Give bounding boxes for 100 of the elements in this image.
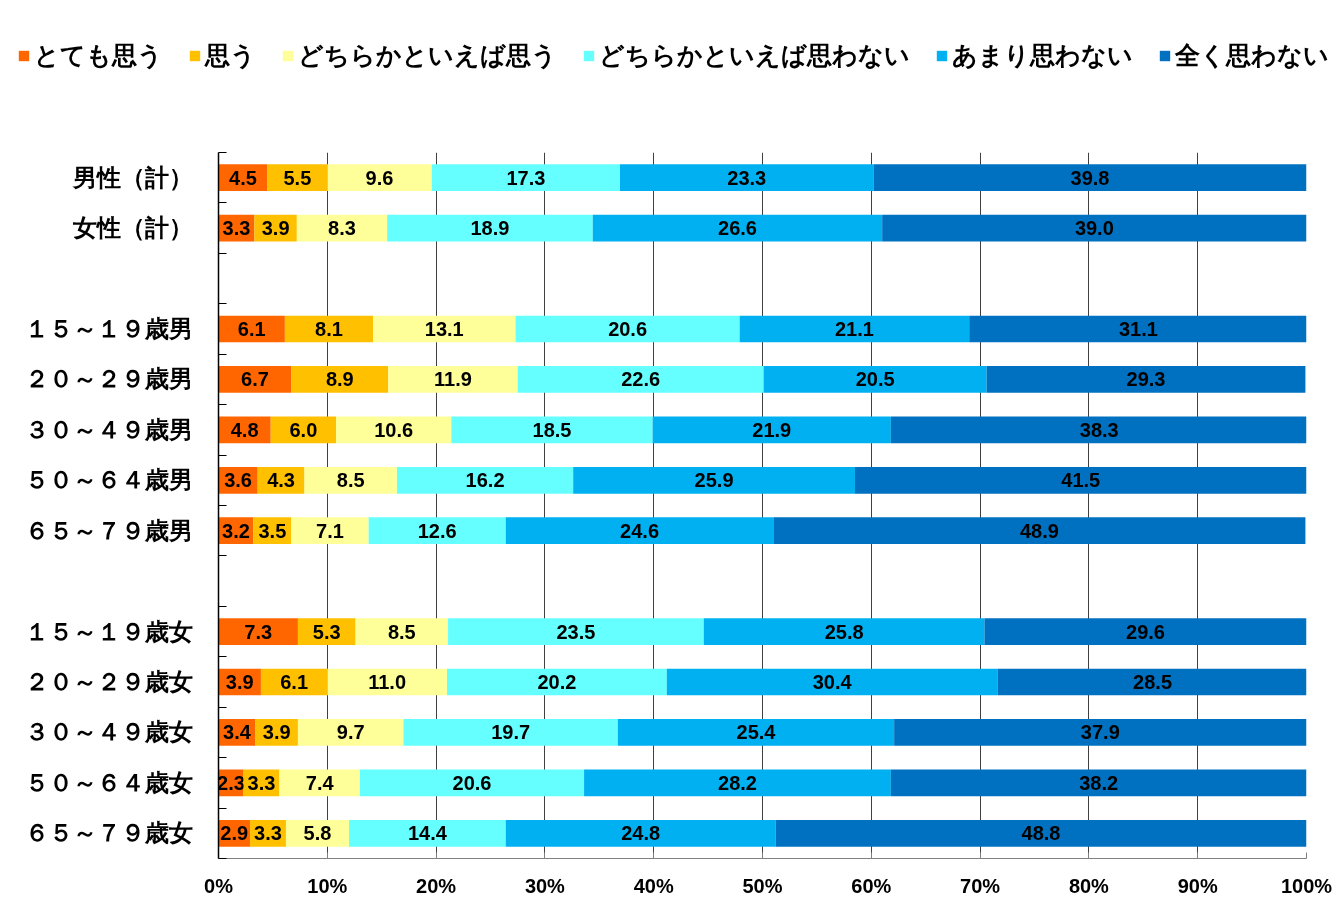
- data-label: 18.5: [532, 418, 572, 441]
- data-label: 39.8: [1070, 166, 1110, 189]
- data-label: 12.6: [417, 519, 457, 542]
- data-label: 23.5: [556, 620, 596, 643]
- data-label: 5.3: [312, 620, 341, 643]
- data-label: 6.1: [280, 671, 309, 693]
- data-label: 8.5: [336, 469, 365, 492]
- data-label: 29.6: [1126, 620, 1165, 643]
- data-label: 2.9: [220, 822, 249, 845]
- bar: [291, 366, 389, 393]
- data-label: 20.6: [608, 318, 648, 340]
- x-tick-label: 40%: [633, 874, 674, 897]
- data-label: 20.6: [452, 771, 492, 794]
- data-label: 4.5: [229, 166, 257, 189]
- x-tick-label: 0%: [204, 874, 234, 897]
- data-label: 39.0: [1074, 217, 1114, 240]
- y-tick-label: ２０～２９歳女: [24, 668, 193, 696]
- bar: [291, 517, 369, 545]
- x-tick-label: 20%: [416, 874, 457, 897]
- data-label: 37.9: [1080, 721, 1120, 744]
- data-label: 25.8: [824, 620, 864, 643]
- data-label: 6.0: [289, 418, 318, 441]
- data-label: 3.6: [224, 469, 252, 492]
- x-tick-label: 90%: [1177, 874, 1218, 897]
- data-label: 30.4: [812, 671, 853, 693]
- x-tick-label: 60%: [851, 874, 892, 897]
- bar: [373, 315, 516, 343]
- bar: [431, 164, 620, 192]
- bar: [882, 214, 1307, 242]
- y-tick-label: １５～１９歳男: [24, 315, 193, 343]
- data-label: 3.3: [254, 822, 282, 845]
- bar: [304, 466, 397, 494]
- data-label: 6.1: [237, 318, 266, 340]
- bar: [584, 769, 891, 797]
- data-label: 31.1: [1118, 318, 1158, 340]
- x-tick-label: 70%: [960, 874, 1001, 897]
- data-label: 18.9: [470, 217, 510, 240]
- y-tick-label: 男性（計）: [71, 163, 193, 192]
- bar: [388, 366, 518, 393]
- data-label: 23.3: [727, 166, 767, 189]
- x-tick-label: 80%: [1068, 874, 1110, 897]
- data-label: 10.6: [374, 418, 414, 441]
- bar: [327, 164, 432, 192]
- bar: [666, 668, 998, 696]
- data-label: 25.4: [736, 721, 777, 744]
- data-label: 3.4: [223, 721, 252, 744]
- bar: [349, 819, 506, 847]
- bar: [592, 214, 883, 242]
- data-label: 3.9: [261, 217, 290, 240]
- data-label: 28.5: [1133, 671, 1173, 693]
- bar: [451, 416, 653, 444]
- data-label: 4.8: [230, 418, 259, 441]
- bar: [297, 719, 404, 746]
- data-label: 48.8: [1021, 822, 1061, 845]
- x-tick-label: 30%: [524, 874, 566, 897]
- bar: [515, 315, 740, 343]
- data-label: 11.0: [368, 671, 407, 693]
- data-label: 8.3: [328, 217, 356, 240]
- data-label: 8.5: [387, 620, 416, 643]
- data-label: 38.3: [1079, 418, 1119, 441]
- data-label: 20.5: [855, 368, 895, 391]
- data-label: 9.6: [365, 166, 394, 189]
- bar: [279, 769, 360, 797]
- x-tick-label: 100%: [1280, 874, 1333, 897]
- bar: [997, 668, 1307, 696]
- bar: [573, 466, 855, 494]
- data-label: 25.9: [694, 469, 734, 492]
- data-label: 7.1: [316, 519, 344, 542]
- bar: [505, 819, 776, 847]
- bar: [619, 164, 874, 192]
- y-tick-label: ５０～６４歳女: [24, 768, 193, 797]
- x-tick-label: 10%: [307, 874, 348, 897]
- data-label: 8.1: [315, 318, 343, 340]
- bar: [969, 315, 1307, 343]
- data-label: 3.5: [258, 519, 287, 542]
- data-label: 17.3: [506, 166, 546, 189]
- bar: [890, 769, 1307, 797]
- bar: [336, 416, 452, 444]
- legend-label: とても思う: [34, 40, 163, 72]
- data-label: 29.3: [1126, 368, 1166, 391]
- bar: [775, 819, 1307, 847]
- data-label: 48.9: [1019, 519, 1059, 542]
- data-label: 5.8: [303, 822, 332, 845]
- bar: [517, 366, 764, 393]
- data-label: 4.3: [267, 469, 295, 492]
- bar: [617, 719, 895, 746]
- bar: [359, 769, 585, 797]
- legend-label: あまり思わない: [952, 40, 1133, 72]
- bar: [446, 668, 667, 696]
- data-label: 14.4: [407, 822, 448, 845]
- data-label: 3.2: [222, 519, 250, 542]
- data-label: 3.3: [222, 217, 251, 240]
- y-tick-label: １５～１９歳女: [24, 617, 193, 646]
- y-tick-label: ６５～７９歳女: [24, 819, 193, 848]
- legend-label: 思う: [205, 40, 256, 72]
- bar: [873, 164, 1307, 192]
- data-label: 22.6: [621, 368, 661, 391]
- y-tick-label: ５０～６４歳男: [24, 466, 193, 495]
- bar: [403, 719, 618, 746]
- bar: [296, 214, 388, 242]
